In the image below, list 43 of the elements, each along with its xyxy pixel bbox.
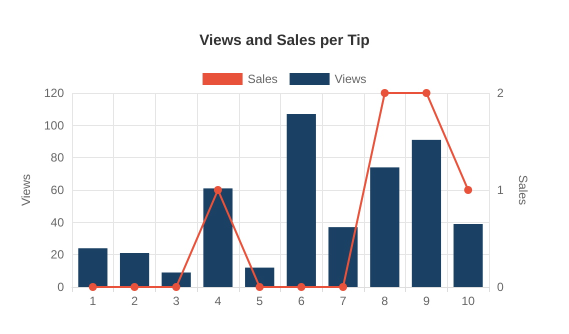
point [464, 186, 472, 194]
x-tick-label: 1 [90, 294, 97, 308]
point [256, 283, 264, 291]
point [297, 283, 306, 291]
x-tick-label: 9 [423, 294, 430, 308]
y-axis-title: Views [19, 174, 33, 206]
y2-axis-title: Sales [516, 174, 530, 206]
x-tick-label: 5 [256, 294, 264, 308]
bar [203, 188, 233, 287]
x-tick-label: 7 [340, 294, 347, 308]
bar [120, 253, 150, 287]
bar [454, 224, 483, 287]
y-tick-label: 60 [50, 183, 64, 197]
y-tick-label: 100 [44, 118, 64, 132]
x-tick-label: 3 [172, 294, 180, 308]
point [380, 89, 389, 97]
x-tick-label: 10 [461, 294, 476, 308]
x-tick-label: 8 [381, 294, 388, 308]
point [422, 89, 430, 97]
bar [328, 227, 358, 287]
y2-tick-label: 2 [497, 86, 504, 100]
y-tick-label: 80 [50, 150, 64, 165]
x-tick-label: 4 [214, 294, 222, 308]
point [339, 283, 348, 291]
y-tick-label: 0 [57, 280, 64, 294]
x-tick-label: 2 [131, 294, 138, 308]
y-tick-label: 40 [50, 215, 64, 230]
y2-tick-label: 0 [497, 280, 504, 294]
bar [412, 140, 442, 287]
point [88, 283, 97, 291]
bar [286, 114, 316, 287]
y-tick-label: 20 [50, 248, 64, 262]
point [130, 283, 139, 291]
bar [78, 248, 108, 287]
bar [370, 167, 400, 287]
y-tick-label: 120 [44, 86, 64, 100]
chart-title: Views and Sales per Tip [199, 32, 370, 49]
point [214, 186, 222, 194]
legend-label: Sales [248, 72, 278, 86]
y2-tick-label: 1 [497, 183, 504, 197]
x-tick-label: 6 [298, 294, 306, 308]
legend-label: Views [334, 72, 366, 86]
point [172, 283, 180, 291]
